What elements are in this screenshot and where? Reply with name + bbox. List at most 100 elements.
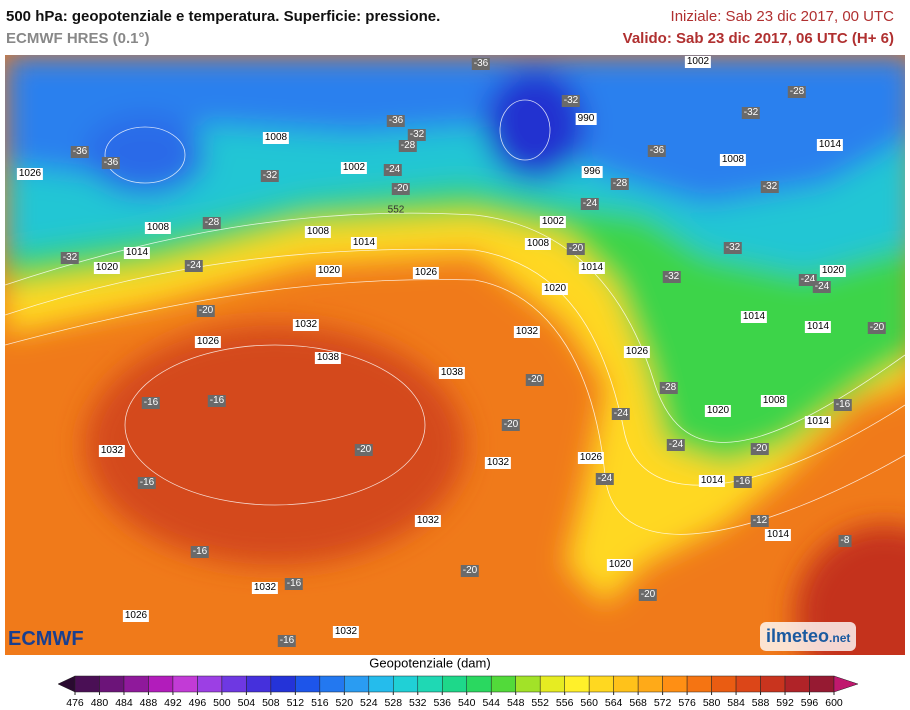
temperature-label: -28 xyxy=(202,217,222,229)
colorbar-tick-label: 572 xyxy=(654,697,672,709)
colorbar-end xyxy=(833,675,859,693)
colorbar-tick-label: 512 xyxy=(287,697,305,709)
isobar-label: 1032 xyxy=(484,457,512,469)
isobar-label: 1026 xyxy=(122,610,150,622)
map xyxy=(5,55,905,655)
colorbar-box xyxy=(515,675,541,693)
title: 500 hPa: geopotenziale e temperatura. Su… xyxy=(6,8,441,25)
colorbar-tick-label: 528 xyxy=(385,697,403,709)
colorbar-box xyxy=(564,675,590,693)
isobar-label: 1020 xyxy=(315,265,343,277)
colorbar-end xyxy=(57,675,76,693)
isobar-label: 1032 xyxy=(513,326,541,338)
isobar-label: 1032 xyxy=(98,445,126,457)
colorbar-box xyxy=(172,675,198,693)
temperature-label: -24 xyxy=(383,164,403,176)
colorbar-title: Geopotenziale (dam) xyxy=(369,655,490,670)
isobar-label: 1008 xyxy=(144,222,172,234)
temperature-label: -16 xyxy=(141,397,161,409)
temperature-label: -28 xyxy=(610,178,630,190)
colorbar-box xyxy=(74,675,100,693)
isobar-label: 1032 xyxy=(414,515,442,527)
temperature-label: -28 xyxy=(398,140,418,152)
temperature-label: -16 xyxy=(733,476,753,488)
colorbar-box xyxy=(662,675,688,693)
isobar-label: 1008 xyxy=(760,395,788,407)
colorbar-tick-label: 576 xyxy=(678,697,696,709)
contour-label: 552 xyxy=(387,204,405,216)
colorbar-box xyxy=(368,675,394,693)
colorbar-box xyxy=(588,675,614,693)
temperature-label: -32 xyxy=(760,181,780,193)
colorbar-tick-label: 584 xyxy=(727,697,745,709)
colorbar-tick-label: 504 xyxy=(238,697,256,709)
isobar-label: 1014 xyxy=(764,529,792,541)
colorbar-box xyxy=(295,675,321,693)
colorbar: Geopotenziale (dam) 476 480 484 488 492 496 50… xyxy=(57,655,859,709)
colorbar-tick-label: 484 xyxy=(115,697,133,709)
temperature-label: -20 xyxy=(525,374,545,386)
colorbar-box xyxy=(637,675,663,693)
temperature-label: -16 xyxy=(137,477,157,489)
colorbar-box xyxy=(319,675,345,693)
colorbar-box xyxy=(466,675,492,693)
ilmeteo-text: ilmeteo xyxy=(766,626,830,646)
colorbar-tick-label: 552 xyxy=(531,697,549,709)
isobar-label: 1008 xyxy=(262,132,290,144)
temperature-label: -16 xyxy=(190,546,210,558)
colorbar-tick-label: 596 xyxy=(801,697,819,709)
temperature-label: -32 xyxy=(407,129,427,141)
colorbar-tick-label: 516 xyxy=(311,697,329,709)
temperature-label: -32 xyxy=(741,107,761,119)
temperature-label: -32 xyxy=(723,242,743,254)
temperature-label: -20 xyxy=(638,589,658,601)
temperature-label: -20 xyxy=(354,444,374,456)
colorbar-tick-label: 548 xyxy=(507,697,525,709)
colorbar-box xyxy=(490,675,516,693)
colorbar-tick-label: 600 xyxy=(825,697,843,709)
temperature-label: -32 xyxy=(60,252,80,264)
colorbar-box xyxy=(393,675,419,693)
isobar-label: 1026 xyxy=(623,346,651,358)
isobar-label: 1020 xyxy=(819,265,847,277)
colorbar-box xyxy=(539,675,565,693)
colorbar-tick-label: 588 xyxy=(752,697,770,709)
isobar-label: 1002 xyxy=(340,162,368,174)
isobar-label: 1026 xyxy=(16,168,44,180)
colorbar-tick-label: 524 xyxy=(360,697,378,709)
isobar-label: 1038 xyxy=(438,367,466,379)
colorbar-box xyxy=(711,675,737,693)
colorbar-box xyxy=(686,675,712,693)
isobar-label: 1026 xyxy=(577,452,605,464)
isobar-label: 1008 xyxy=(524,238,552,250)
temperature-label: -16 xyxy=(277,635,297,647)
temperature-label: -32 xyxy=(662,271,682,283)
colorbar-tick-label: 556 xyxy=(556,697,574,709)
temperature-label: -28 xyxy=(787,86,807,98)
colorbar-tick-label: 544 xyxy=(482,697,500,709)
colorbar-box xyxy=(246,675,272,693)
ilmeteo-suffix: .net xyxy=(829,631,851,645)
colorbar-box xyxy=(123,675,149,693)
temperature-label: -16 xyxy=(284,578,304,590)
temperature-label: -20 xyxy=(867,322,887,334)
isobar-label: 1020 xyxy=(606,559,634,571)
colorbar-box xyxy=(99,675,125,693)
isobar-label: 1014 xyxy=(816,139,844,151)
isobar-label: 1014 xyxy=(350,237,378,249)
isobar-label: 1020 xyxy=(704,405,732,417)
temperature-label: -24 xyxy=(184,260,204,272)
colorbar-box xyxy=(613,675,639,693)
isobar-label: 1026 xyxy=(412,267,440,279)
colorbar-tick-label: 496 xyxy=(189,697,207,709)
isobar-label: 1014 xyxy=(578,262,606,274)
colorbar-box xyxy=(221,675,247,693)
colorbar-tick-label: 536 xyxy=(433,697,451,709)
colorbar-box xyxy=(417,675,443,693)
isobar-label: 1002 xyxy=(539,216,567,228)
temperature-label: -20 xyxy=(501,419,521,431)
isobar-label: 1032 xyxy=(292,319,320,331)
temperature-label: -24 xyxy=(666,439,686,451)
colorbar-box xyxy=(760,675,786,693)
